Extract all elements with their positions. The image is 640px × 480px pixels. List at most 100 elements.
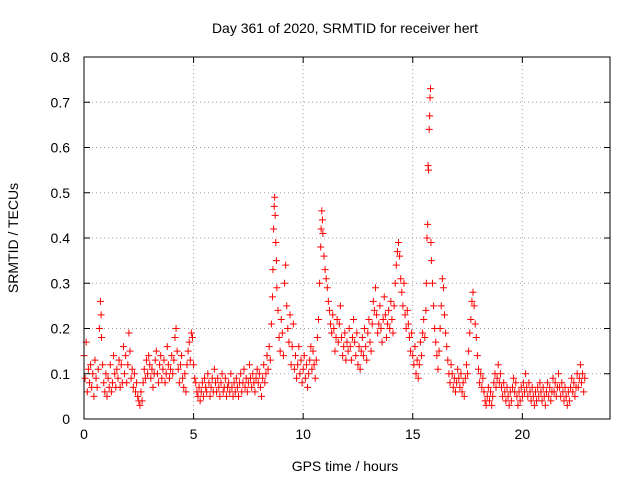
data-point (317, 225, 325, 233)
data-point (219, 388, 227, 396)
data-point (249, 370, 257, 378)
data-point (351, 338, 359, 346)
data-point (319, 229, 327, 237)
data-point (389, 329, 397, 337)
data-point (568, 374, 576, 382)
data-point (124, 361, 132, 369)
data-point (475, 365, 482, 373)
data-point (174, 365, 182, 373)
data-point (116, 383, 124, 391)
data-point (110, 352, 118, 360)
data-point (352, 352, 360, 360)
data-point (92, 374, 100, 382)
data-point (87, 361, 95, 369)
data-point (178, 352, 186, 360)
data-point (99, 361, 107, 369)
data-point (142, 356, 150, 364)
data-point (323, 284, 331, 292)
data-point (338, 334, 346, 342)
data-point (198, 379, 206, 387)
data-point (83, 388, 91, 396)
data-point (395, 239, 403, 247)
data-point (172, 325, 180, 332)
y-axis-ticks: 0 0.1 0.2 0.3 0.4 0.5 0.6 0.7 0.8 (51, 49, 610, 427)
data-point (107, 388, 115, 396)
data-point (155, 379, 163, 387)
data-point (411, 343, 419, 351)
data-point (525, 379, 533, 387)
data-point (362, 343, 370, 351)
data-point (416, 338, 424, 346)
data-point (369, 297, 377, 305)
data-point (371, 284, 379, 292)
data-point (565, 397, 573, 405)
data-point (472, 334, 480, 342)
data-point (423, 234, 431, 242)
data-point (571, 392, 579, 400)
data-point (129, 383, 137, 391)
data-point (262, 370, 270, 378)
data-point (261, 379, 269, 387)
data-point (493, 374, 501, 382)
data-point (464, 370, 472, 378)
data-point (449, 383, 457, 391)
data-point (341, 329, 349, 337)
data-point (233, 383, 241, 391)
data-point (195, 383, 203, 391)
data-point (441, 311, 449, 319)
data-point (98, 334, 106, 342)
data-point (130, 370, 138, 378)
data-point (487, 388, 495, 396)
data-point (347, 356, 355, 364)
data-point (435, 347, 443, 355)
data-point (184, 347, 192, 355)
data-point (438, 275, 446, 283)
data-point (358, 334, 366, 342)
data-point (401, 311, 409, 319)
data-point (393, 248, 401, 256)
data-point (139, 379, 147, 387)
data-point (179, 374, 187, 382)
data-point (180, 383, 188, 391)
data-point (170, 356, 178, 364)
data-point (147, 374, 155, 382)
data-point (111, 370, 119, 378)
data-point (473, 352, 481, 360)
y-tick-label: 0.7 (51, 94, 71, 110)
data-point (305, 370, 313, 378)
data-point (265, 343, 273, 351)
data-point (291, 352, 299, 360)
data-point (252, 374, 260, 382)
data-point (270, 225, 278, 233)
data-point (321, 266, 329, 274)
x-axis-label: GPS time / hours (292, 458, 399, 474)
data-point (489, 392, 497, 400)
data-point (300, 352, 308, 360)
data-point (403, 306, 411, 314)
data-point (191, 374, 199, 382)
data-point (484, 383, 492, 391)
x-tick-label: 15 (405, 426, 421, 442)
data-point (268, 293, 276, 301)
data-point (354, 361, 362, 369)
data-point (285, 338, 293, 346)
data-point (313, 334, 321, 342)
data-point (245, 361, 253, 369)
data-point (96, 297, 104, 305)
data-point (455, 374, 463, 382)
data-point (106, 361, 114, 369)
data-point (407, 347, 415, 355)
data-point (221, 374, 229, 382)
data-point (510, 374, 518, 382)
data-point (287, 361, 295, 369)
data-point (516, 397, 524, 405)
data-point (278, 329, 286, 337)
data-point (558, 379, 566, 387)
data-point (426, 112, 434, 120)
data-point (391, 279, 399, 287)
data-point (93, 383, 101, 391)
data-point (505, 401, 513, 409)
data-point (123, 379, 131, 387)
data-point (536, 379, 544, 387)
data-point (367, 347, 375, 355)
